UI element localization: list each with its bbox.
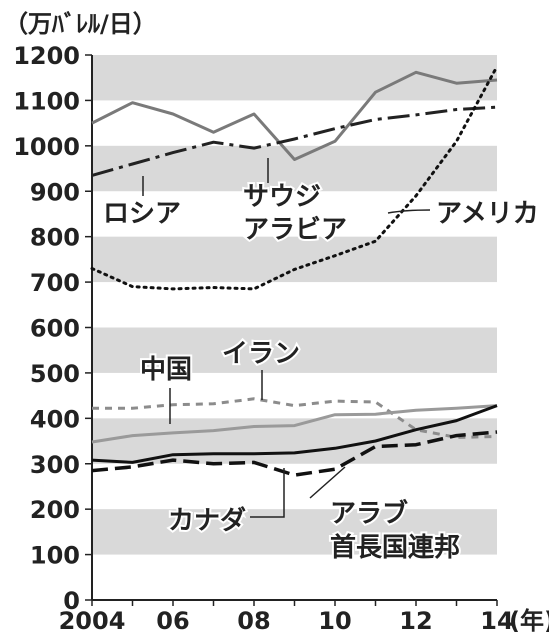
series-line-1 bbox=[91, 105, 498, 177]
x-unit-label: (年) bbox=[509, 607, 549, 635]
series-line-0 bbox=[91, 70, 498, 161]
y-tick-label: 300 bbox=[30, 451, 80, 479]
leader-line bbox=[309, 466, 346, 499]
y-tick-label: 0 bbox=[63, 587, 80, 615]
x-tick-label: 06 bbox=[156, 607, 189, 635]
x-tick-label: 08 bbox=[237, 607, 270, 635]
series-label: アラブ bbox=[330, 498, 408, 529]
label-leaders bbox=[142, 158, 431, 518]
y-tick-label: 700 bbox=[30, 269, 80, 297]
series-line-6 bbox=[91, 430, 498, 477]
y-tick-label: 200 bbox=[30, 496, 80, 524]
grid-band bbox=[92, 55, 497, 101]
series-label: サウジ bbox=[243, 182, 321, 212]
y-tick-label: 100 bbox=[30, 542, 80, 570]
series-label: 首長国連邦 bbox=[330, 532, 460, 563]
series-label: アメリカ bbox=[436, 199, 539, 229]
series-line-5 bbox=[91, 404, 498, 464]
x-tick-label: 12 bbox=[399, 607, 432, 635]
series-line-4 bbox=[91, 404, 498, 444]
grid-band bbox=[92, 145, 497, 192]
series-label: イラン bbox=[222, 339, 300, 369]
y-unit-label: （万ﾊﾞﾚﾙ/日） bbox=[4, 10, 157, 38]
y-tick-label: 400 bbox=[30, 405, 80, 433]
series-label: 中国 bbox=[140, 355, 192, 385]
x-tick-label: 14 bbox=[480, 607, 513, 635]
y-tick-label: 1200 bbox=[13, 42, 80, 70]
series-line-2 bbox=[90, 64, 499, 291]
x-tick-label: 2004 bbox=[59, 607, 126, 635]
series-label: カナダ bbox=[168, 505, 246, 536]
grid-band bbox=[92, 236, 497, 283]
y-tick-label: 1000 bbox=[13, 133, 80, 161]
leader-line bbox=[387, 209, 431, 214]
y-tick-label: 900 bbox=[30, 178, 80, 206]
series-line-3 bbox=[92, 397, 498, 439]
x-tick-label: 10 bbox=[318, 607, 351, 635]
y-tick-label: 1100 bbox=[13, 87, 80, 115]
y-tick-label: 600 bbox=[30, 315, 80, 343]
grid-band bbox=[92, 327, 497, 373]
y-tick-label: 500 bbox=[30, 360, 80, 388]
y-tick-label: 800 bbox=[30, 224, 80, 252]
grid-bands bbox=[92, 55, 497, 555]
grid-band bbox=[92, 509, 497, 555]
leader-line bbox=[250, 468, 285, 518]
series-label: ロシア bbox=[103, 199, 181, 229]
series-lines bbox=[90, 64, 499, 477]
axes: 0 100 200 300 400 500 600 700 800 900 1000 1100 1200… bbox=[13, 42, 549, 635]
series-label: アラビア bbox=[243, 215, 347, 245]
